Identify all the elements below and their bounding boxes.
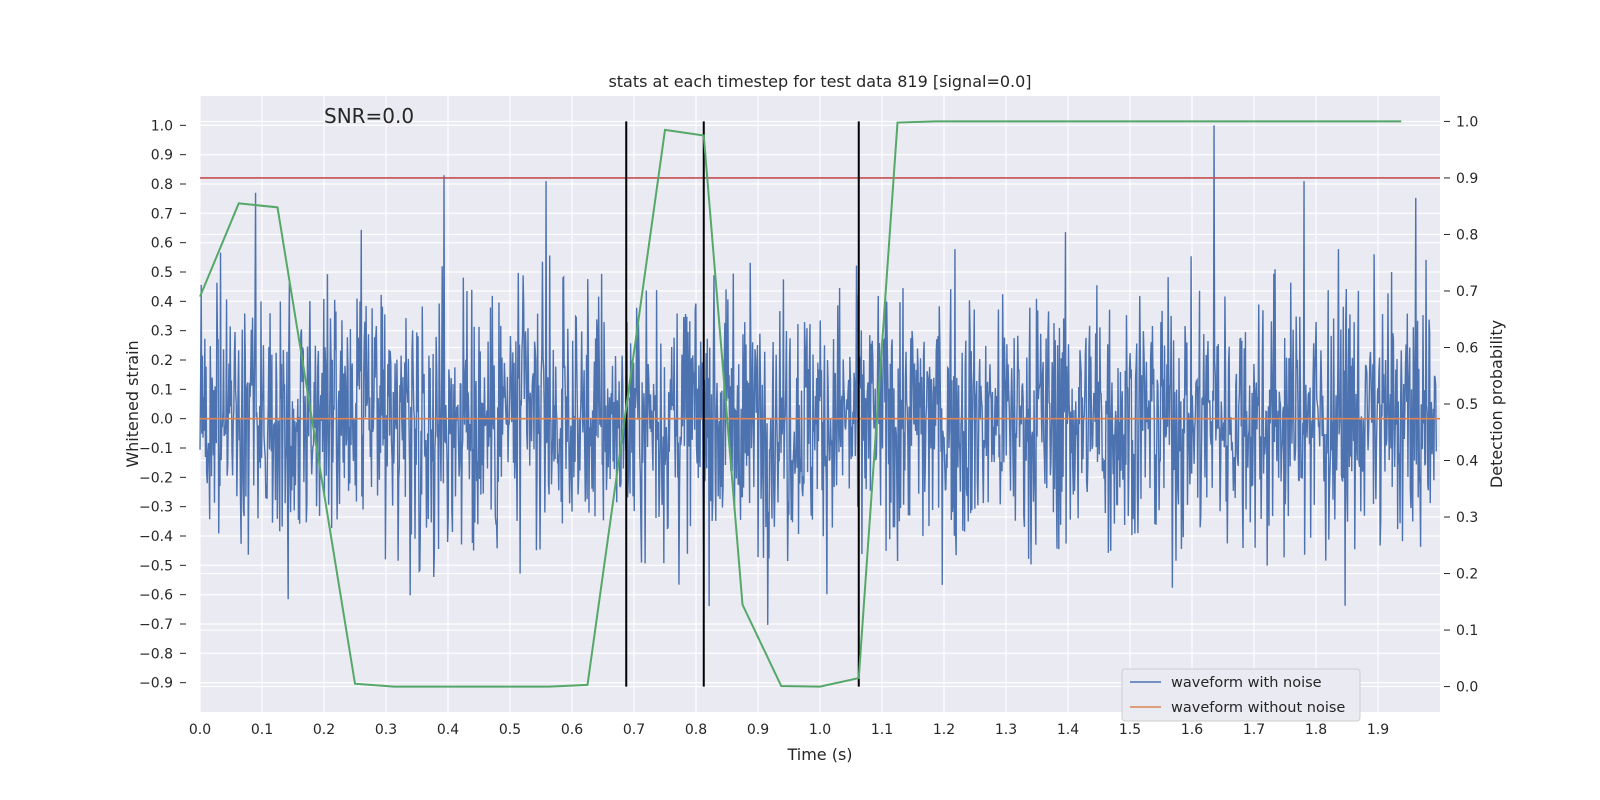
y-left-tick-label: −0.6 <box>139 588 173 604</box>
ticks-layer: 0.0 0.1 0.2 0.3 0.4 0.5 0.6 0.7 0.8 0.9 1.0 1.1 1.2 1… <box>139 114 1478 738</box>
detection-probability-line <box>199 120 1402 688</box>
x-tick-label: 1.5 <box>1119 722 1141 738</box>
legend-box <box>1121 668 1361 722</box>
x-tick-label: 1.0 <box>809 722 831 738</box>
y-left-tick-label: 0.3 <box>151 324 173 340</box>
noise-series-layer <box>199 125 1437 625</box>
x-tick-label: 1.8 <box>1305 722 1327 738</box>
x-tick-label: 0.9 <box>747 722 769 738</box>
y-left-tick-label: 0.1 <box>151 382 173 398</box>
y-right-tick-label: 0.8 <box>1456 227 1478 243</box>
y-left-tick-label: −0.5 <box>139 558 173 574</box>
lines-layer <box>199 120 1440 688</box>
x-tick-label: 0.7 <box>623 722 645 738</box>
y-left-tick-label: −0.7 <box>139 617 173 633</box>
y-left-tick-label: 0.0 <box>151 412 173 428</box>
y-left-tick-label: 1.0 <box>151 118 173 134</box>
x-tick-label: 0.1 <box>251 722 273 738</box>
y-right-tick-label: 0.1 <box>1456 623 1478 639</box>
y-right-tick-label: 0.7 <box>1456 284 1478 300</box>
y-axis-right-title: Detection probability <box>1487 320 1506 488</box>
y-left-tick-label: 0.7 <box>151 206 173 222</box>
x-tick-label: 0.3 <box>375 722 397 738</box>
x-tick-label: 1.4 <box>1057 722 1079 738</box>
y-right-tick-label: 0.2 <box>1456 567 1478 583</box>
x-tick-label: 1.1 <box>871 722 893 738</box>
y-right-tick-label: 0.9 <box>1456 171 1478 187</box>
y-right-tick-label: 1.0 <box>1456 114 1478 130</box>
y-left-tick-label: −0.9 <box>139 676 173 692</box>
y-left-tick-label: 0.9 <box>151 148 173 164</box>
y-right-tick-label: 0.0 <box>1456 680 1478 696</box>
x-tick-label: 1.2 <box>933 722 955 738</box>
y-left-tick-label: −0.3 <box>139 500 173 516</box>
legend-label-clean: waveform without noise <box>1171 700 1345 716</box>
x-tick-label: 0.4 <box>437 722 459 738</box>
y-left-tick-label: −0.4 <box>139 529 173 545</box>
x-tick-label: 1.6 <box>1181 722 1203 738</box>
y-axis-left-label: Whitened strain <box>123 340 142 467</box>
y-right-tick-label: 0.4 <box>1456 454 1478 470</box>
x-tick-label: 0.0 <box>189 722 211 738</box>
y-left-tick-label: −0.1 <box>139 441 173 457</box>
y-left-tick-label: 0.2 <box>151 353 173 369</box>
x-tick-label: 1.9 <box>1367 722 1389 738</box>
y-left-tick-label: −0.2 <box>139 470 173 486</box>
y-left-tick-label: −0.8 <box>139 646 173 662</box>
x-tick-label: 0.2 <box>313 722 335 738</box>
y-left-tick-label: 0.8 <box>151 177 173 193</box>
x-tick-label: 0.8 <box>685 722 707 738</box>
noise-waveform-line <box>199 125 1437 625</box>
y-left-tick-label: 0.6 <box>151 236 173 252</box>
x-tick-label: 1.7 <box>1243 722 1265 738</box>
legend: waveform with noise waveform without noi… <box>1121 668 1361 722</box>
x-tick-label: 0.6 <box>561 722 583 738</box>
y-right-tick-label: 0.6 <box>1456 340 1478 356</box>
y-right-tick-label: 0.3 <box>1456 510 1478 526</box>
x-tick-label: 1.3 <box>995 722 1017 738</box>
snr-annotation: SNR=0.0 <box>324 104 414 128</box>
chart-title: stats at each timestep for test data 819… <box>608 72 1031 91</box>
y-left-tick-label: 0.5 <box>151 265 173 281</box>
x-axis-title: Time (s) <box>786 745 852 764</box>
x-tick-label: 0.5 <box>499 722 521 738</box>
y-right-tick-label: 0.5 <box>1456 397 1478 413</box>
y-left-tick-label: 0.4 <box>151 294 173 310</box>
legend-label-noise: waveform with noise <box>1171 675 1322 691</box>
